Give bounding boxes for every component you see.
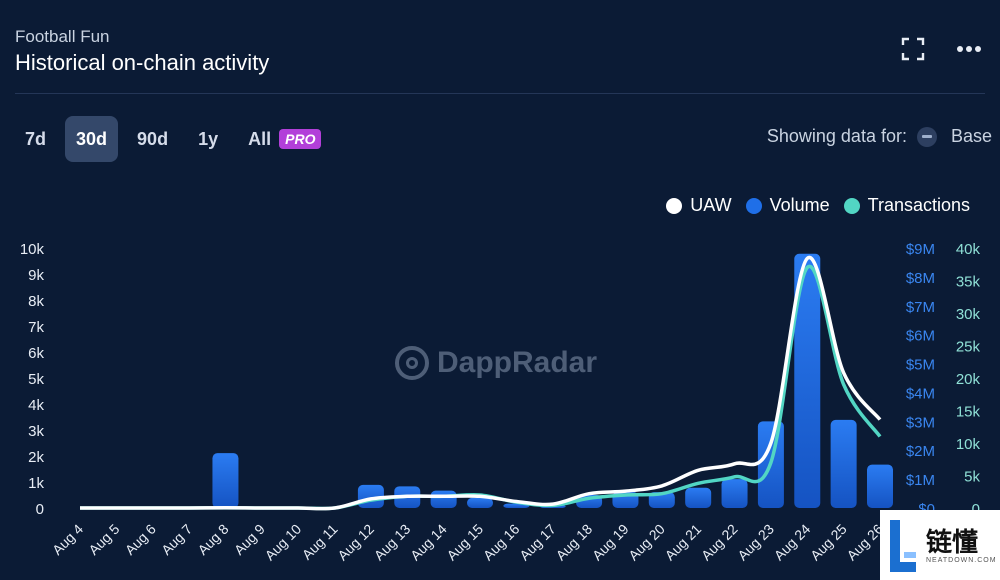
x-axis-tick: Aug 17 (516, 521, 559, 564)
pro-badge: PRO (279, 129, 322, 149)
legend-item-transactions[interactable]: Transactions (843, 195, 970, 216)
range-selector: 7d 30d 90d 1y All PRO (14, 116, 340, 162)
x-axis-tick: Aug 25 (807, 521, 850, 564)
x-axis-tick: Aug 6 (122, 521, 159, 558)
left-axis-tick: 4k (28, 397, 44, 414)
brand-domain: NEATDOWN.COM (926, 556, 997, 564)
left-axis-tick: 6k (28, 345, 44, 362)
transactions-axis-tick: 0 (972, 501, 980, 518)
legend-label-uaw: UAW (690, 195, 732, 215)
volume-axis-tick: $8M (906, 270, 935, 287)
x-axis-tick: Aug 14 (407, 521, 450, 564)
transactions-axis-tick: 30k (956, 306, 981, 323)
left-axis-tick: 3k (28, 423, 44, 440)
volume-axis-tick: $3M (906, 414, 935, 431)
neatdown-logo: 链懂 NEATDOWN.COM (880, 510, 1000, 580)
transactions-axis-tick: 10k (956, 436, 981, 453)
header-divider (15, 93, 985, 94)
range-all-label: All (248, 128, 272, 149)
volume-axis-tick: $7M (906, 299, 935, 316)
transactions-axis-tick: 25k (956, 339, 981, 356)
transactions-axis-tick: 15k (956, 404, 981, 421)
legend-dot-volume (745, 197, 762, 214)
brand-name: 链懂 (926, 526, 979, 557)
x-axis-tick: Aug 15 (443, 521, 486, 564)
project-name: Football Fun (15, 27, 110, 46)
left-axis-tick: 2k (28, 449, 44, 466)
chain-filter[interactable]: Showing data for: Base (767, 126, 992, 147)
volume-bar (467, 497, 493, 508)
x-axis-tick: Aug 22 (698, 521, 741, 564)
transactions-axis-tick: 5k (964, 469, 980, 486)
uaw-line (80, 255, 882, 511)
legend-item-volume[interactable]: Volume (745, 195, 830, 216)
x-axis-tick: Aug 10 (262, 521, 305, 564)
neatdown-mark-icon (886, 514, 922, 576)
base-chain-icon (916, 126, 937, 147)
range-all[interactable]: All PRO (237, 116, 332, 162)
x-axis-tick: Aug 23 (734, 521, 777, 564)
volume-bar (212, 453, 239, 508)
volume-axis-tick: $2M (906, 443, 935, 460)
header-actions (900, 36, 982, 62)
chain-name: Base (950, 126, 992, 146)
volume-axis-tick: $9M (906, 241, 935, 258)
x-axis-tick: Aug 21 (662, 521, 705, 564)
x-axis-tick: Aug 11 (299, 521, 341, 563)
left-axis-tick: 7k (28, 319, 44, 336)
x-axis-tick: Aug 7 (158, 521, 195, 558)
x-axis-tick: Aug 13 (371, 521, 414, 564)
volume-bar (685, 487, 712, 508)
left-axis-tick: 5k (28, 371, 44, 388)
volume-axis-tick: $5M (906, 357, 935, 374)
volume-axis-tick: $6M (906, 328, 935, 345)
volume-bar (430, 490, 457, 508)
volume-bar (721, 479, 748, 508)
left-axis-tick: 10k (20, 241, 45, 258)
range-1y[interactable]: 1y (198, 128, 219, 149)
chart-title: Historical on-chain activity (15, 50, 270, 75)
range-90d[interactable]: 90d (137, 128, 169, 149)
x-axis-tick: Aug 19 (589, 521, 632, 564)
volume-bar (794, 253, 821, 508)
volume-bar (867, 464, 893, 508)
x-axis-tick: Aug 24 (771, 521, 814, 564)
x-axis-tick: Aug 8 (194, 521, 231, 558)
legend-label-volume: Volume (769, 195, 830, 215)
x-axis-tick: Aug 5 (85, 521, 122, 558)
fullscreen-icon[interactable] (900, 36, 926, 62)
left-axis-tick: 0 (36, 501, 44, 518)
transactions-axis-tick: 35k (956, 274, 981, 291)
volume-axis-tick: $1M (906, 472, 935, 489)
chart-header: Football Fun Historical on-chain activit… (15, 28, 269, 76)
showing-label: Showing data for: (766, 126, 907, 146)
left-axis-tick: 1k (28, 475, 44, 492)
legend-item-uaw[interactable]: UAW (666, 195, 732, 216)
dappradar-logo-icon (395, 346, 429, 380)
x-axis-tick: Aug 20 (625, 521, 668, 564)
legend-label-transactions: Transactions (867, 195, 970, 215)
legend-dot-transactions (843, 197, 860, 214)
legend-dot-uaw (666, 197, 683, 214)
watermark-text: DappRadar (437, 346, 598, 379)
x-axis-tick: Aug 4 (49, 521, 86, 558)
range-30d[interactable]: 30d (65, 116, 119, 162)
transactions-axis-tick: 40k (956, 241, 981, 258)
transactions-axis-tick: 20k (956, 371, 981, 388)
chart-legend: UAW Volume Transactions (652, 195, 970, 216)
range-7d[interactable]: 7d (25, 128, 47, 149)
x-axis-tick: Aug 18 (553, 521, 596, 564)
volume-axis-tick: $4M (906, 385, 935, 402)
more-icon[interactable] (956, 36, 982, 62)
volume-bar (830, 419, 857, 508)
x-axis-tick: Aug 12 (334, 521, 377, 564)
dappradar-watermark: DappRadar (395, 346, 597, 380)
x-axis-tick: Aug 16 (480, 521, 523, 564)
left-axis-tick: 9k (28, 267, 44, 284)
left-axis-tick: 8k (28, 293, 44, 310)
